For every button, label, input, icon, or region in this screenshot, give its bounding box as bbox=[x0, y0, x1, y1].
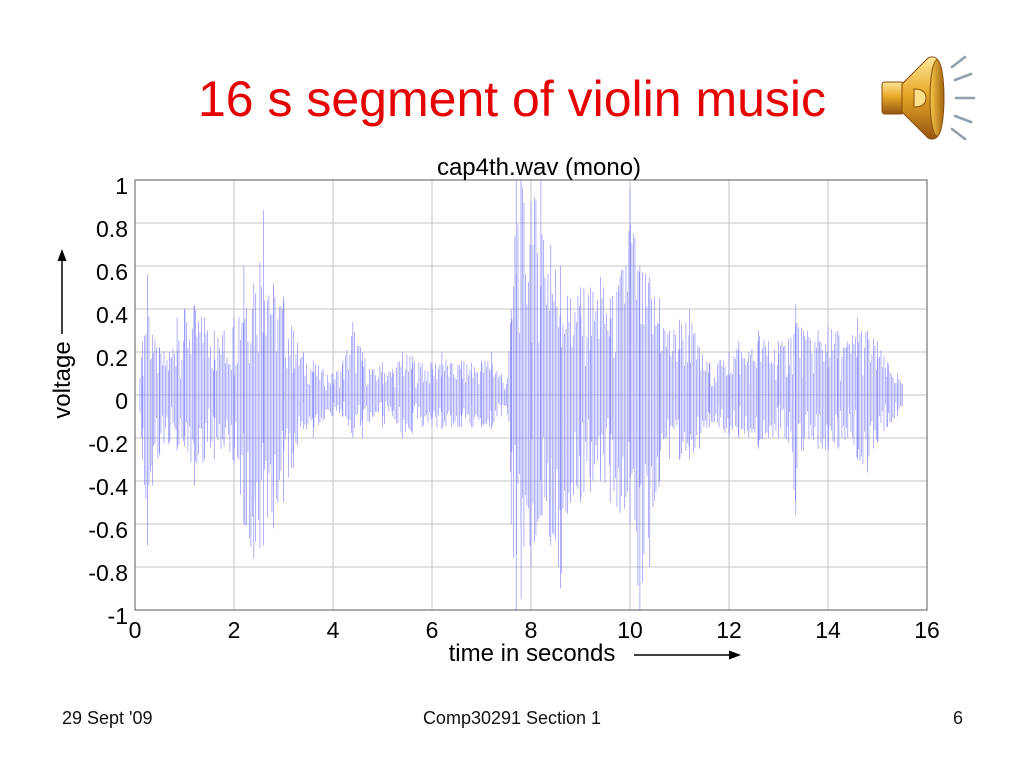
y-axis-arrow bbox=[57, 249, 67, 334]
y-axis-label: voltage bbox=[49, 341, 76, 418]
y-tick-label: -0.2 bbox=[88, 431, 128, 457]
x-axis-arrow bbox=[634, 650, 741, 660]
x-tick-label: 14 bbox=[815, 617, 841, 643]
speaker-sound-icon[interactable] bbox=[878, 52, 978, 144]
x-tick-label: 6 bbox=[426, 617, 439, 643]
x-axis: 0 2 4 6 8 10 12 14 16 bbox=[129, 617, 940, 643]
footer-course: Comp30291 Section 1 bbox=[422, 708, 602, 728]
y-tick-label: -1 bbox=[108, 603, 128, 629]
y-tick-label: -0.8 bbox=[88, 560, 128, 586]
x-tick-label: 0 bbox=[129, 617, 142, 643]
chart-title: cap4th.wav (mono) bbox=[437, 154, 641, 181]
y-tick-label: -0.6 bbox=[88, 517, 128, 543]
x-tick-label: 10 bbox=[617, 617, 643, 643]
y-tick-label: 0.2 bbox=[96, 345, 128, 371]
y-tick-label: -0.4 bbox=[88, 474, 128, 500]
y-tick-label: 0.8 bbox=[96, 216, 128, 242]
slide-number: 6 bbox=[952, 708, 963, 728]
y-tick-label: 0.4 bbox=[96, 302, 128, 328]
x-tick-label: 8 bbox=[525, 617, 538, 643]
y-tick-label: 0.6 bbox=[96, 259, 128, 285]
x-tick-label: 4 bbox=[327, 617, 340, 643]
slide-title: 16 s segment of violin music bbox=[197, 71, 827, 127]
x-tick-label: 2 bbox=[228, 617, 241, 643]
plot-frame bbox=[134, 179, 928, 611]
waveform-layer bbox=[139, 180, 903, 610]
waveform-line bbox=[139, 180, 903, 610]
y-tick-label: 0 bbox=[115, 388, 128, 414]
x-tick-label: 16 bbox=[914, 617, 940, 643]
y-axis: 1 0.8 0.6 0.4 0.2 0 -0.2 -0.4 -0.6 -0.8 -1 bbox=[88, 173, 128, 629]
footer-date: 29 Sept '09 bbox=[62, 708, 153, 728]
x-axis-label: time in seconds bbox=[449, 640, 616, 667]
y-tick-label: 1 bbox=[115, 173, 128, 199]
x-tick-label: 12 bbox=[716, 617, 742, 643]
